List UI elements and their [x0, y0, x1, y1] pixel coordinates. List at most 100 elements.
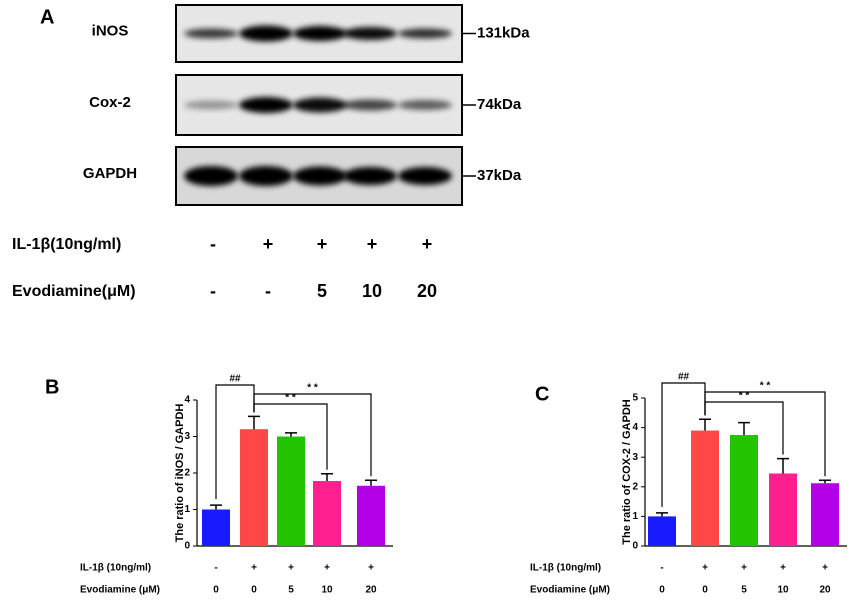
band [184, 166, 238, 186]
y-tick-label: 2 [632, 481, 638, 492]
treatment-value: 0 [702, 585, 708, 596]
size-label: 131kDa [477, 24, 530, 41]
error-bar [699, 418, 711, 431]
treatment-value: - [210, 281, 216, 301]
treatment-value: 0 [659, 585, 665, 596]
panel-label: C [535, 383, 549, 405]
y-tick-label: 0 [632, 541, 638, 552]
treatment-label: IL-1β (10ng/ml) [530, 563, 601, 574]
y-tick-label: 1 [184, 504, 190, 515]
treatment-value: + [288, 563, 294, 574]
band [293, 26, 347, 41]
treatment-value: 10 [321, 585, 333, 596]
band [239, 97, 293, 113]
error-bar [285, 432, 297, 437]
band [343, 27, 397, 40]
annotation: * * [285, 393, 296, 404]
y-tick-label: 3 [632, 452, 638, 463]
treatment-value: + [741, 563, 747, 574]
treatment-label: Evodiamine (μM) [80, 585, 160, 596]
bar [240, 429, 268, 546]
bracket [704, 391, 826, 477]
treatment-value: + [251, 563, 257, 574]
y-tick-label: 4 [632, 422, 638, 433]
bracket [253, 393, 372, 477]
error-bar [738, 421, 750, 435]
treatment-value: - [660, 563, 663, 574]
treatment-value: + [702, 563, 708, 574]
band [398, 28, 452, 39]
y-tick-label: 1 [632, 511, 638, 522]
error-bar [777, 457, 789, 474]
y-tick-label: 2 [184, 468, 190, 479]
y-tick-label: 3 [184, 431, 190, 442]
size-label: 37kDa [477, 167, 522, 184]
bar [691, 430, 719, 546]
band [293, 97, 347, 113]
panel-label: B [45, 376, 59, 398]
treatment-value: + [317, 234, 328, 254]
treatment-value: 10 [362, 281, 382, 301]
treatment-value: + [822, 563, 828, 574]
band [343, 167, 397, 185]
bar [648, 516, 676, 546]
bar [811, 483, 839, 546]
treatment-value: 10 [777, 585, 789, 596]
blot-row-label: iNOS [92, 22, 129, 39]
bar [277, 436, 305, 546]
bar [730, 435, 758, 546]
band [184, 100, 238, 110]
panel-label: A [40, 6, 54, 28]
treatment-value: + [263, 234, 274, 254]
error-bar [365, 479, 377, 486]
treatment-value: - [210, 234, 216, 254]
treatment-value: + [422, 234, 433, 254]
treatment-value: + [368, 563, 374, 574]
treatment-value: 5 [288, 585, 294, 596]
band [239, 166, 293, 186]
treatment-value: 20 [417, 281, 437, 301]
bar [357, 485, 385, 546]
error-bar [248, 415, 260, 430]
treatment-value: 20 [819, 585, 831, 596]
band [239, 25, 293, 42]
annotation: ## [229, 374, 241, 385]
y-tick-label: 0 [184, 541, 190, 552]
treatment-value: + [780, 563, 786, 574]
annotation: * * [760, 381, 771, 392]
treatment-value: 0 [213, 585, 219, 596]
treatment-value: 0 [251, 585, 257, 596]
blot-row-label: Cox-2 [89, 94, 131, 111]
band [293, 166, 347, 186]
treatment-value: 5 [741, 585, 747, 596]
treatment-value: 20 [365, 585, 377, 596]
error-bar [656, 512, 668, 517]
annotation: ## [678, 372, 690, 383]
size-label: 74kDa [477, 96, 522, 113]
treatment-label: Evodiamine (μM) [530, 585, 610, 596]
blot-row-label: GAPDH [83, 165, 137, 182]
y-tick-label: 5 [632, 393, 638, 404]
error-bar [210, 504, 222, 510]
treatment-value: + [367, 234, 378, 254]
error-bar [819, 479, 831, 484]
treatment-label: IL-1β (10ng/ml) [80, 563, 151, 574]
bar [202, 509, 230, 546]
treatment-label: Evodiamine(μM) [12, 283, 136, 300]
band [184, 28, 238, 39]
y-axis-label: The ratio of iNOS / GAPDH [174, 404, 186, 543]
bar [769, 473, 797, 546]
band [343, 99, 397, 111]
band [398, 100, 452, 110]
treatment-value: 5 [317, 281, 327, 301]
band [398, 167, 452, 185]
y-tick-label: 4 [184, 395, 190, 406]
treatment-value: - [265, 281, 271, 301]
treatment-value: + [324, 563, 330, 574]
treatment-label: IL-1β(10ng/ml) [12, 236, 121, 253]
annotation: * * [739, 391, 750, 402]
error-bar [321, 472, 333, 482]
treatment-value: - [214, 563, 217, 574]
bar [313, 481, 341, 546]
